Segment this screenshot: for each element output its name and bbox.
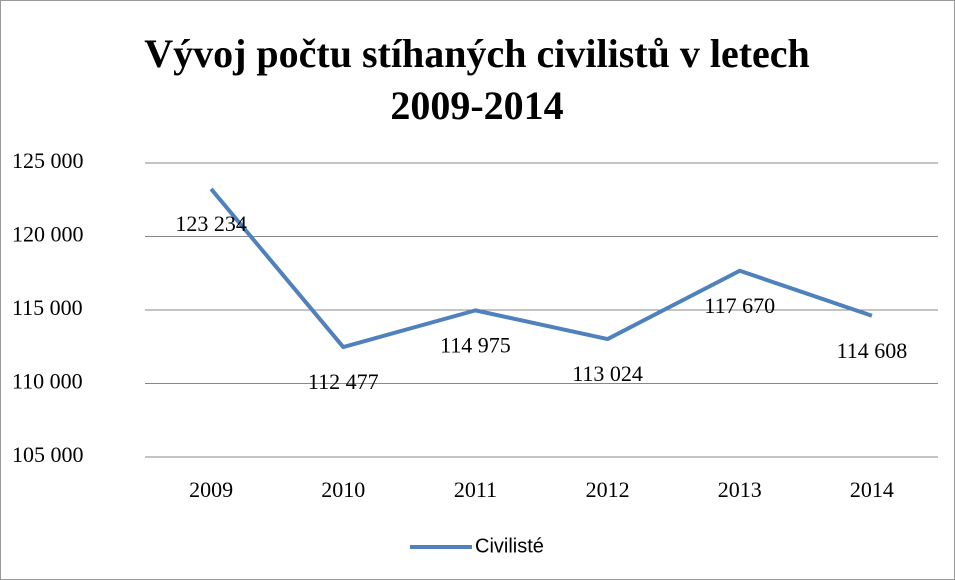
data-label: 113 024 [572, 361, 643, 386]
data-label: 117 670 [704, 293, 775, 318]
data-line [209, 187, 873, 350]
y-tick-label: 105 000 [12, 442, 84, 467]
x-tick-label: 2014 [850, 477, 894, 502]
y-tick-label: 125 000 [12, 148, 84, 173]
x-tick-label: 2012 [586, 477, 630, 502]
y-tick-label: 115 000 [12, 295, 83, 320]
x-tick-label: 2011 [454, 477, 497, 502]
x-tick-label: 2009 [189, 477, 233, 502]
y-tick-label: 110 000 [12, 369, 83, 394]
legend-label: Civilisté [475, 535, 544, 557]
x-tick-label: 2013 [718, 477, 762, 502]
data-label: 112 477 [308, 369, 379, 394]
data-label: 114 975 [440, 332, 511, 357]
data-label: 123 234 [175, 211, 247, 236]
x-tick-label: 2010 [321, 477, 365, 502]
y-tick-label: 120 000 [12, 222, 84, 247]
data-label: 114 608 [837, 338, 908, 363]
chart-title: Vývoj počtu stíhaných civilistů v letech… [144, 31, 810, 128]
